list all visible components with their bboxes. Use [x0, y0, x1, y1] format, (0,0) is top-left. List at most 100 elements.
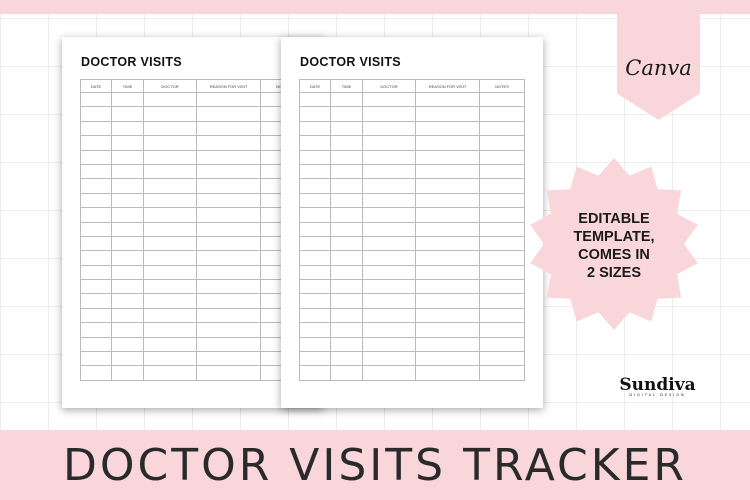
table-cell — [143, 336, 197, 353]
table-cell — [362, 235, 416, 252]
table-cell — [479, 149, 525, 165]
table-cell — [196, 293, 261, 309]
table-cell — [80, 322, 112, 338]
table-cell — [415, 178, 480, 194]
table-cell — [415, 207, 480, 223]
table-cell — [362, 351, 416, 367]
table-cell — [330, 365, 363, 381]
table-cell — [196, 120, 261, 137]
table-cell — [299, 135, 331, 151]
table-cell — [111, 178, 144, 194]
table-row — [80, 91, 306, 108]
table-cell — [80, 279, 112, 295]
table-cell — [415, 106, 480, 122]
table-cell — [111, 279, 144, 295]
table-cell — [479, 250, 525, 266]
column-header: DATE — [299, 79, 331, 93]
table-cell — [415, 322, 480, 338]
table-cell — [196, 149, 261, 165]
table-cell — [299, 293, 331, 309]
table-cell — [479, 120, 525, 137]
table-cell — [415, 163, 480, 180]
table-cell — [330, 279, 363, 295]
table-cell — [362, 365, 416, 381]
table-cell — [80, 106, 112, 122]
table-cell — [299, 365, 331, 381]
table-cell — [330, 135, 363, 151]
table-cell — [111, 91, 144, 108]
table-row — [299, 149, 525, 165]
table-cell — [143, 250, 197, 266]
table-cell — [362, 279, 416, 295]
table-cell — [299, 279, 331, 295]
table-cell — [330, 307, 363, 324]
table-cell — [80, 120, 112, 137]
table-cell — [299, 264, 331, 281]
table-cell — [415, 365, 480, 381]
starburst-text: EDITABLE TEMPLATE, COMES IN 2 SIZES — [540, 210, 688, 282]
table-cell — [111, 135, 144, 151]
table-cell — [196, 192, 261, 209]
table-cell — [143, 307, 197, 324]
table-cell — [415, 264, 480, 281]
table-row — [299, 279, 525, 295]
table-cell — [479, 221, 525, 237]
table-row — [80, 250, 306, 266]
table-row — [80, 264, 306, 281]
table-cell — [143, 293, 197, 309]
table-cell — [143, 163, 197, 180]
table-row — [80, 279, 306, 295]
table-row — [80, 293, 306, 309]
table-cell — [362, 307, 416, 324]
starburst-icon — [530, 158, 698, 330]
table-cell — [196, 279, 261, 295]
table-cell — [330, 120, 363, 137]
brand-logo: Sundiva DIGITAL DESIGN — [610, 375, 705, 397]
table-row — [80, 135, 306, 151]
table-row — [299, 365, 525, 381]
table-cell — [143, 178, 197, 194]
starburst-line: COMES IN — [578, 247, 650, 263]
table-row — [299, 207, 525, 223]
table-cell — [299, 307, 331, 324]
table-cell — [330, 322, 363, 338]
table-cell — [415, 135, 480, 151]
table-cell — [111, 207, 144, 223]
table-cell — [111, 293, 144, 309]
table-cell — [415, 235, 480, 252]
table-row — [299, 221, 525, 237]
table-cell — [143, 207, 197, 223]
table-cell — [362, 322, 416, 338]
table-cell — [111, 163, 144, 180]
table-row — [299, 91, 525, 108]
starburst-line: TEMPLATE, — [573, 229, 655, 245]
table-cell — [330, 163, 363, 180]
table-cell — [111, 192, 144, 209]
table-row — [299, 322, 525, 338]
table-cell — [111, 365, 144, 381]
table-cell — [415, 149, 480, 165]
table-cell — [80, 264, 112, 281]
table-cell — [415, 279, 480, 295]
table-cell — [143, 106, 197, 122]
table-row — [80, 365, 306, 381]
table-row — [80, 106, 306, 122]
table-cell — [111, 307, 144, 324]
table-cell — [196, 365, 261, 381]
table-cell — [111, 250, 144, 266]
table-cell — [330, 235, 363, 252]
table-cell — [330, 178, 363, 194]
table-cell — [330, 336, 363, 353]
table-cell — [299, 91, 331, 108]
page-heading: DOCTOR VISITS — [300, 55, 401, 69]
table-cell — [362, 178, 416, 194]
table-cell — [330, 264, 363, 281]
table-cell — [196, 91, 261, 108]
table-cell — [80, 135, 112, 151]
table-cell — [362, 293, 416, 309]
table-cell — [196, 221, 261, 237]
table-cell — [80, 221, 112, 237]
table-cell — [196, 336, 261, 353]
table-cell — [479, 322, 525, 338]
